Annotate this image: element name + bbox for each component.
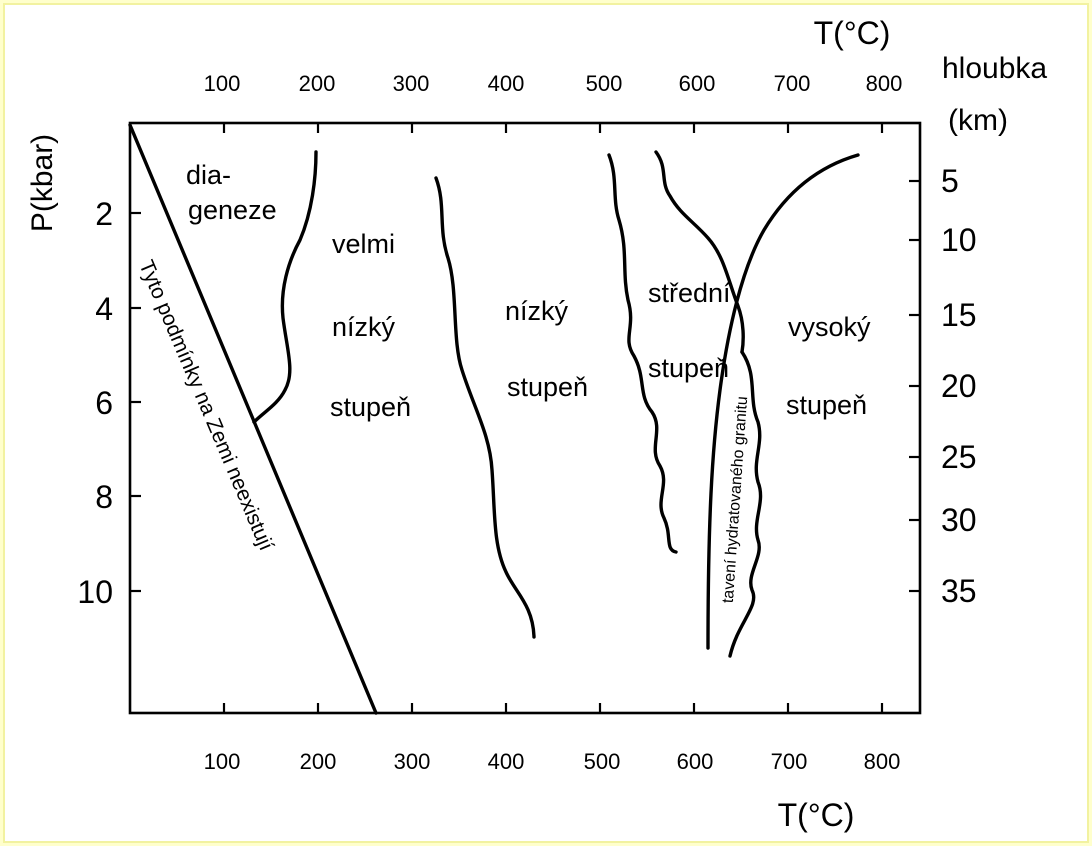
zone-label-velmi: velmi — [332, 229, 395, 259]
zone-label-stredni-stupen: stupeň — [648, 353, 729, 383]
granite-melting-right — [728, 350, 763, 658]
very-low-grade-boundary — [434, 176, 536, 639]
right-tick-label: 5 — [941, 163, 959, 199]
top-tick-label: 300 — [393, 71, 430, 96]
left-tick-label: 6 — [95, 385, 113, 421]
bottom-axis-title: T(°C) — [778, 797, 855, 833]
granite-melting-left — [654, 150, 745, 354]
top-tick-label: 400 — [488, 71, 525, 96]
facies-boundaries — [128, 123, 860, 715]
bottom-tick-label: 700 — [771, 749, 808, 774]
right-axis-title-line2: (km) — [948, 104, 1008, 137]
zone-labels: dia- geneze velmi nízký stupeň nízký stu… — [186, 160, 871, 422]
left-tick-label: 10 — [77, 574, 113, 610]
zone-label-nizky: nízký — [505, 296, 569, 326]
low-grade-boundary — [607, 153, 678, 554]
right-axis-title-line1: hloubka — [942, 52, 1047, 85]
right-tick-label: 25 — [941, 439, 977, 475]
right-tick-label: 20 — [941, 368, 977, 404]
top-tick-label: 100 — [204, 71, 241, 96]
left-tick-label: 2 — [95, 196, 113, 232]
melting-curve-annotation: tavení hydratovaného granitu — [720, 396, 751, 604]
zone-label-nizky-stupen: stupeň — [507, 372, 588, 402]
zone-label-vysoky-stupen: stupeň — [786, 390, 867, 420]
zone-label-diageneze-1: dia- — [186, 160, 231, 190]
bottom-tick-label: 100 — [204, 749, 241, 774]
zone-label-diageneze-2: geneze — [188, 195, 277, 225]
left-axis: 2 4 6 8 10 P(kbar) — [26, 134, 141, 610]
diagenesis-boundary — [252, 150, 318, 424]
bottom-tick-label: 600 — [677, 749, 714, 774]
bottom-axis: 100 200 300 400 500 600 700 800 T(°C) — [204, 703, 901, 833]
top-axis-title: T(°C) — [814, 15, 891, 51]
left-axis-title: P(kbar) — [26, 134, 59, 232]
zone-label-velmi-stupen: stupeň — [330, 392, 411, 422]
bottom-tick-label: 300 — [394, 749, 431, 774]
bottom-tick-label: 400 — [488, 749, 525, 774]
figure-frame — [3, 3, 1089, 843]
top-tick-label: 800 — [866, 71, 903, 96]
top-tick-label: 200 — [299, 71, 336, 96]
left-tick-label: 8 — [95, 479, 113, 515]
granite-solidus-curve — [706, 153, 860, 650]
top-axis: 100 200 300 400 500 600 700 800 T(°C) — [204, 15, 903, 133]
bottom-tick-label: 200 — [300, 749, 337, 774]
forbidden-limit-line — [128, 123, 378, 715]
top-tick-label: 600 — [679, 71, 716, 96]
plot-border — [128, 121, 922, 715]
zone-label-velmi-nizky: nízký — [332, 312, 396, 342]
right-tick-label: 35 — [941, 573, 977, 609]
zone-label-vysoky: vysoký — [788, 312, 871, 342]
top-tick-label: 500 — [586, 71, 623, 96]
top-tick-label: 700 — [774, 71, 811, 96]
right-tick-label: 15 — [941, 297, 977, 333]
zone-label-stredni: střední — [648, 278, 731, 308]
right-axis: 5 10 15 20 25 30 35 hloubka (km) — [909, 52, 1047, 609]
bottom-tick-label: 800 — [864, 749, 901, 774]
right-tick-label: 30 — [941, 502, 977, 538]
bottom-tick-label: 500 — [584, 749, 621, 774]
left-tick-label: 4 — [95, 291, 113, 327]
forbidden-region-annotation: Tyto podmínky na Zemi neexistují — [134, 257, 277, 554]
right-tick-label: 10 — [941, 222, 977, 258]
